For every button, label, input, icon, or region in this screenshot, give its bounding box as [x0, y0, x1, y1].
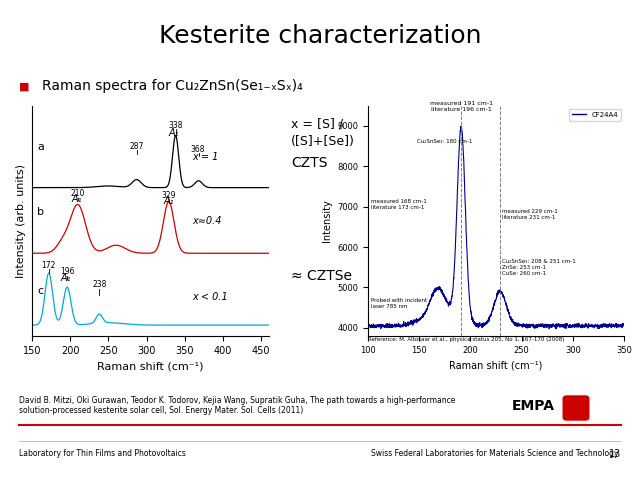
Text: x = [S] /
([S]+[Se]): x = [S] / ([S]+[Se])	[291, 118, 355, 148]
Text: measured 168 cm-1
literature 173 cm-1: measured 168 cm-1 literature 173 cm-1	[371, 199, 427, 210]
Text: A₁: A₁	[60, 274, 71, 284]
Y-axis label: Intensity: Intensity	[321, 199, 332, 242]
Text: x = 1: x = 1	[193, 152, 219, 162]
Text: measured 191 cm-1
literature 196 cm-1: measured 191 cm-1 literature 196 cm-1	[429, 101, 493, 112]
Text: x < 0.1: x < 0.1	[193, 292, 228, 302]
Text: Kesterite characterization: Kesterite characterization	[159, 24, 481, 48]
Text: Cu₂SnSe₃: 208 & 251 cm-1
ZnSe: 253 cm-1
CuSe: 260 cm-1: Cu₂SnSe₃: 208 & 251 cm-1 ZnSe: 253 cm-1 …	[502, 259, 576, 276]
Text: Raman spectra for Cu₂ZnSn(Se₁₋ₓSₓ)₄: Raman spectra for Cu₂ZnSn(Se₁₋ₓSₓ)₄	[42, 79, 302, 94]
Text: ≈ CZTSe: ≈ CZTSe	[291, 269, 352, 283]
Text: David B. Mitzi, Oki Gurawan, Teodor K. Todorov, Kejia Wang, Supratik Guha, The p: David B. Mitzi, Oki Gurawan, Teodor K. T…	[19, 396, 456, 405]
Text: 368: 368	[191, 144, 205, 154]
Text: Laboratory for Thin Films and Photovoltaics: Laboratory for Thin Films and Photovolta…	[19, 449, 186, 458]
Y-axis label: Intensity (arb. units): Intensity (arb. units)	[17, 164, 26, 278]
Text: 287: 287	[129, 142, 144, 151]
Text: measured 229 cm-1
literature 231 cm-1: measured 229 cm-1 literature 231 cm-1	[502, 209, 558, 220]
Text: A₁: A₁	[169, 128, 179, 138]
Text: 238: 238	[92, 280, 106, 289]
Text: CZTS: CZTS	[291, 156, 328, 170]
Text: x≈0.4: x≈0.4	[193, 216, 222, 226]
Legend: CF24A4: CF24A4	[569, 109, 621, 120]
Text: Reference: M. Altosaar et al., physica status 205, No 1, 167-170 (2008): Reference: M. Altosaar et al., physica s…	[368, 337, 564, 342]
Text: Cu₂SnSe₃: 180 cm-1: Cu₂SnSe₃: 180 cm-1	[417, 140, 472, 144]
Text: b: b	[37, 206, 44, 216]
Text: 329: 329	[161, 191, 176, 200]
Text: solution-processed kesterite solar cell, Sol. Energy Mater. Sol. Cells (2011): solution-processed kesterite solar cell,…	[19, 406, 303, 415]
Text: ■: ■	[19, 82, 29, 91]
X-axis label: Raman shift (cm⁻¹): Raman shift (cm⁻¹)	[97, 361, 204, 371]
Text: Swiss Federal Laboratories for Materials Science and Technology: Swiss Federal Laboratories for Materials…	[371, 449, 619, 458]
Text: a: a	[37, 142, 44, 152]
Text: 13: 13	[609, 449, 621, 458]
Text: A₁: A₁	[71, 194, 81, 204]
Text: A₁: A₁	[163, 196, 174, 206]
Text: Probed with incident
laser 785 nm: Probed with incident laser 785 nm	[371, 298, 427, 309]
Text: c: c	[37, 286, 44, 296]
X-axis label: Raman shift (cm⁻¹): Raman shift (cm⁻¹)	[449, 360, 543, 370]
Text: 210: 210	[70, 190, 85, 198]
Text: 338: 338	[168, 120, 183, 130]
Text: 172: 172	[42, 261, 56, 270]
Text: 196: 196	[60, 267, 74, 276]
Text: EMPA: EMPA	[512, 398, 555, 413]
